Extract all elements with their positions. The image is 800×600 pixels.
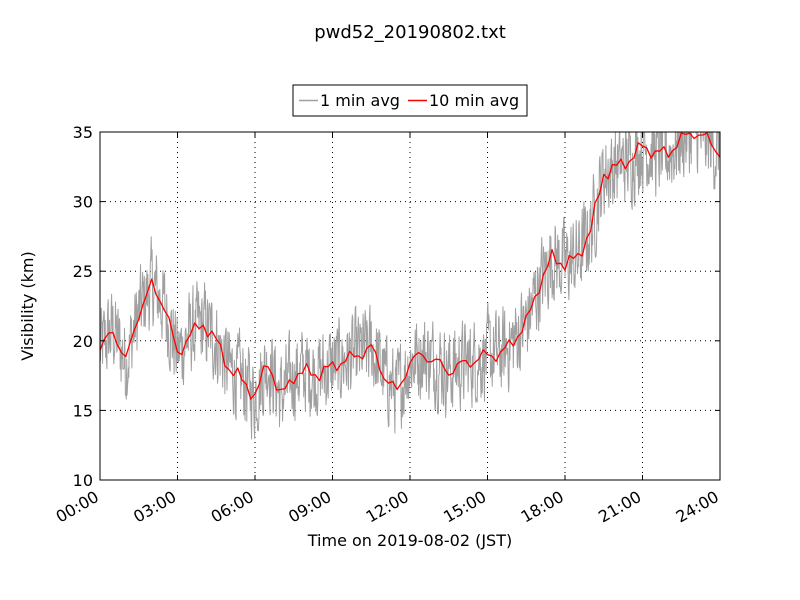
x-axis-label: Time on 2019-08-02 (JST): [307, 531, 512, 550]
chart-title: pwd52_20190802.txt: [314, 22, 506, 43]
y-tick-label: 20: [73, 332, 93, 351]
series-line-10-min-avg: [100, 132, 720, 400]
y-tick-label: 15: [73, 401, 93, 420]
series-line-1-min-avg: [100, 132, 720, 440]
y-tick-label: 10: [73, 471, 93, 490]
y-tick-label: 35: [73, 123, 93, 142]
legend: 1 min avg 10 min avg: [292, 84, 528, 117]
y-axis-label: Visibility (km): [18, 251, 37, 360]
axis-ticks: [99, 131, 721, 481]
y-tick-labels: 10 15 20 25 30 35: [73, 123, 93, 490]
y-tick-label: 30: [73, 193, 93, 212]
y-tick-label: 25: [73, 262, 93, 281]
legend-label-1-min-avg: 1 min avg: [320, 91, 400, 110]
legend-label-10-min-avg: 10 min avg: [429, 91, 519, 110]
